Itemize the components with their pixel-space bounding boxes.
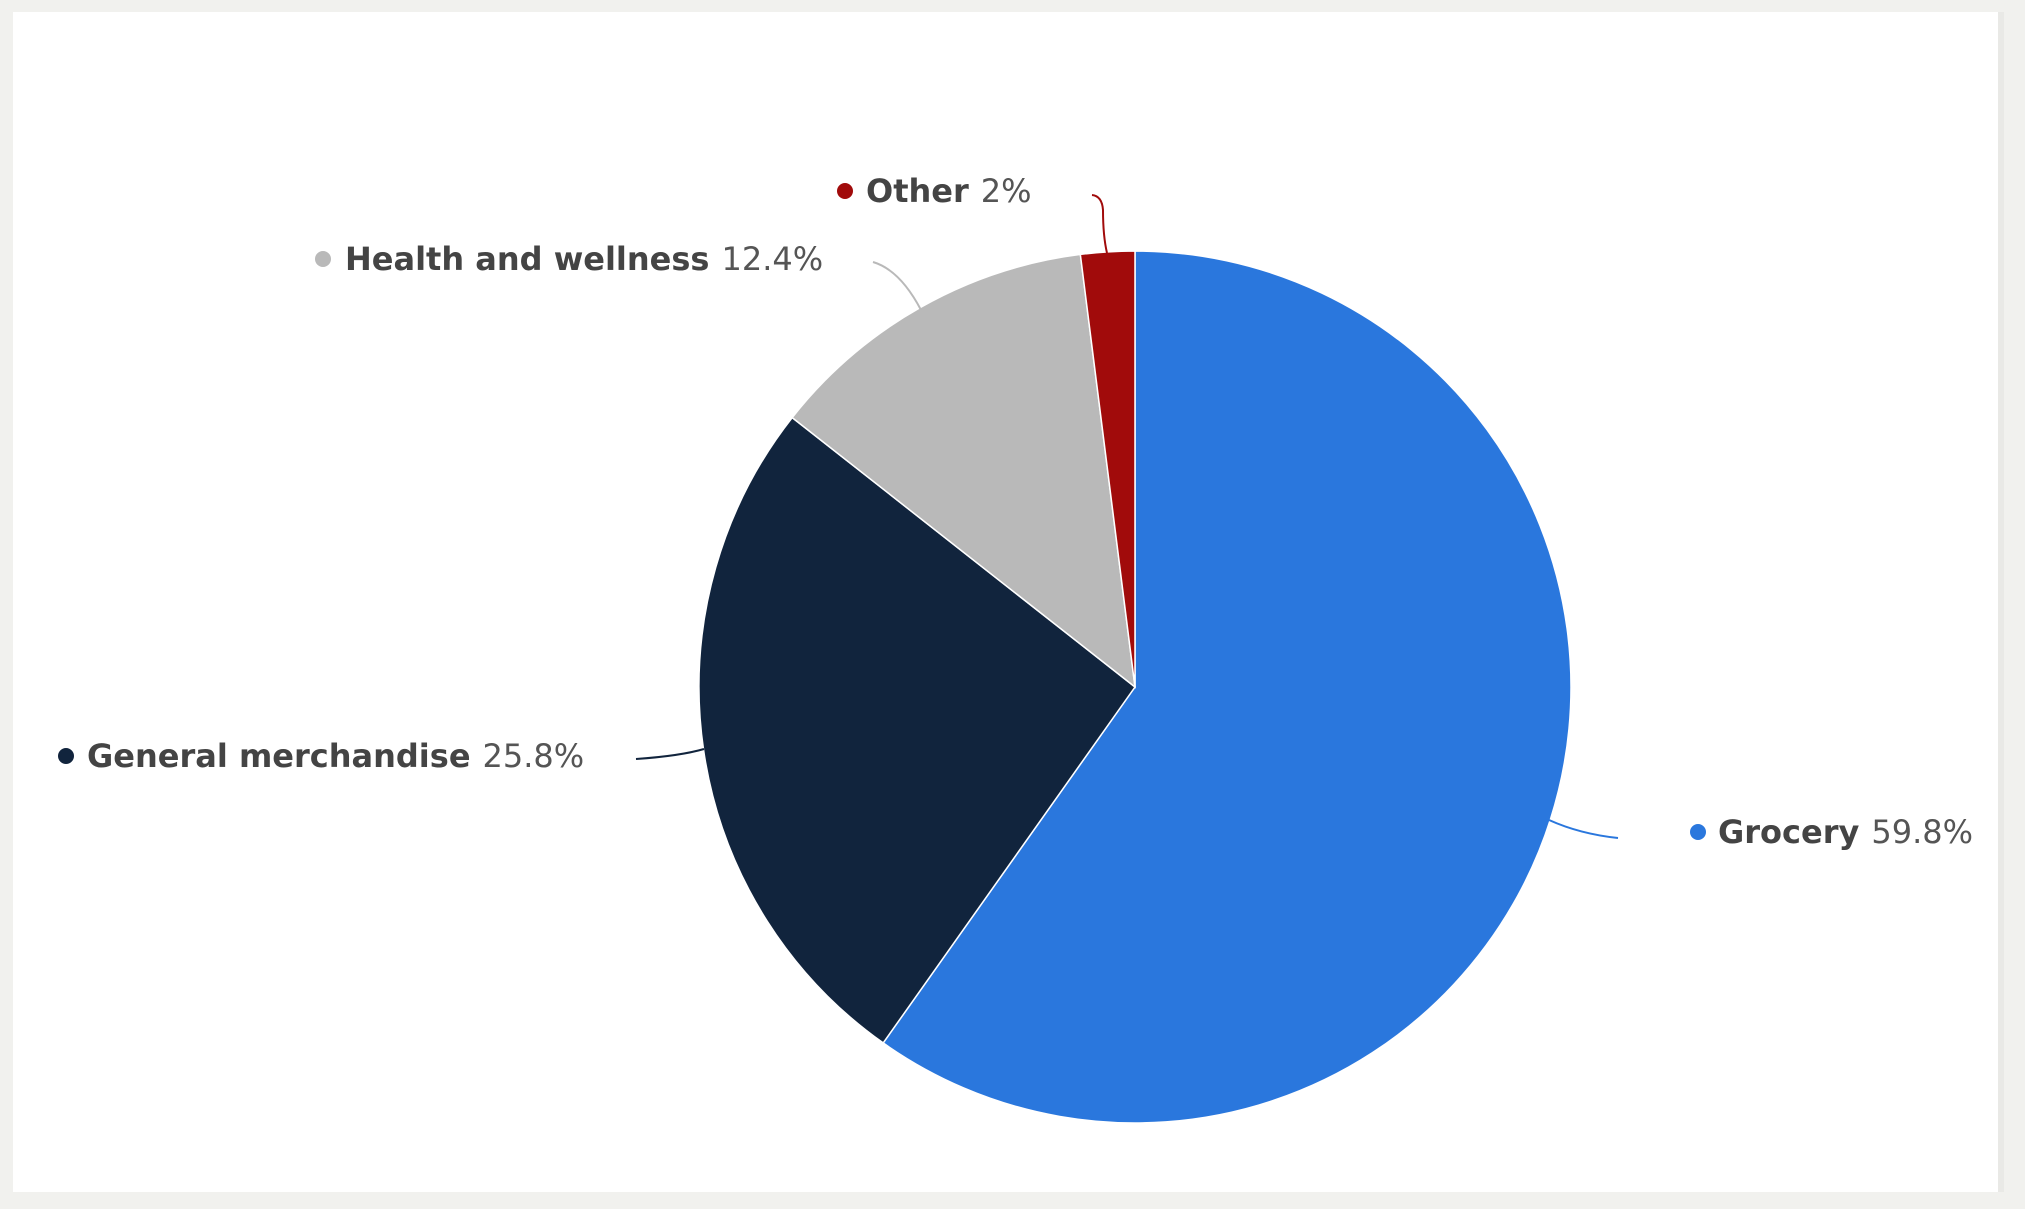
slice-label-name: Grocery — [1718, 813, 1859, 851]
label-marker-dot — [1690, 824, 1706, 840]
slice-label-grocery: Grocery 59.8% — [1690, 813, 1973, 851]
slice-label-text: Grocery 59.8% — [1718, 813, 1973, 851]
label-marker-dot — [315, 251, 331, 267]
slice-label-name: Other — [866, 172, 969, 210]
slice-label-value: 2% — [981, 172, 1032, 210]
slice-label-health-and-wellness: Health and wellness 12.4% — [315, 240, 823, 278]
slice-label-value: 12.4% — [721, 240, 823, 278]
slice-label-value: 59.8% — [1871, 813, 1973, 851]
label-connectors — [635, 194, 1619, 839]
label-marker-dot — [58, 748, 74, 764]
pie-slices — [698, 250, 1572, 1124]
connector-line — [1091, 194, 1108, 254]
connector-line — [872, 261, 922, 311]
card-edge — [1998, 12, 2004, 1192]
connector-line — [1548, 819, 1619, 839]
label-marker-dot — [837, 183, 853, 199]
slice-label-name: Health and wellness — [345, 240, 709, 278]
slice-label-text: Health and wellness 12.4% — [345, 240, 823, 278]
slice-label-general-merchandise: General merchandise 25.8% — [58, 737, 584, 775]
slice-label-value: 25.8% — [483, 737, 585, 775]
slice-label-text: Other 2% — [866, 172, 1032, 210]
connector-line — [635, 748, 705, 760]
slice-label-name: General merchandise — [87, 737, 471, 775]
pie-slice-grocery[interactable] — [882, 250, 1572, 1124]
slice-label-other: Other 2% — [837, 172, 1032, 210]
slice-labels: Grocery 59.8% General merchandise 25.8% Heal… — [58, 172, 1973, 851]
slice-label-text: General merchandise 25.8% — [87, 737, 584, 775]
